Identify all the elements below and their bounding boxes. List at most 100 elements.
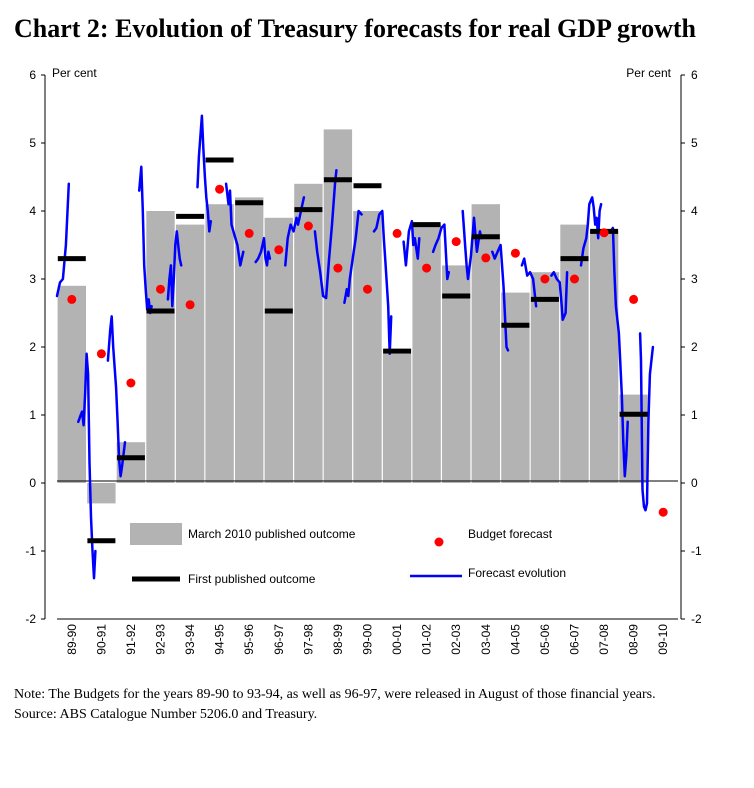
- x-tick-label: 89-90: [65, 624, 79, 655]
- legend-label-forecast-evolution: Forecast evolution: [468, 566, 566, 580]
- forecast-evolution-line: [166, 230, 183, 308]
- budget-forecast-dot: [156, 284, 165, 294]
- legend-label-budget-forecast: Budget forecast: [468, 527, 553, 541]
- y-tick-label-right: 1: [691, 408, 698, 422]
- y-tick-label-left: 3: [29, 272, 36, 286]
- x-tick-label: 94-95: [213, 624, 227, 655]
- budget-forecast-dot: [303, 221, 313, 231]
- forecast-evolution-line: [431, 223, 451, 281]
- forecast-evolution-line: [313, 168, 338, 300]
- budget-forecast-dot: [481, 253, 491, 263]
- outcome-bar: [560, 224, 589, 483]
- outcome-bar: [412, 224, 441, 483]
- y-tick-label-left: 0: [29, 476, 36, 490]
- x-tick-label: 96-97: [272, 624, 286, 655]
- budget-forecast-dot: [570, 274, 579, 284]
- gdp-forecast-chart: Per cent Per cent -2 -2 -1 -1 0 0 1 1 2 2 3 3 4 4 5 5 6 6…: [25, 66, 702, 655]
- x-tick-label: 00-01: [390, 624, 404, 655]
- outcome-bar: [323, 129, 353, 483]
- forecast-evolution-line: [491, 243, 510, 352]
- legend: March 2010 published outcome First publi…: [130, 523, 566, 586]
- x-tick-label: 09-10: [656, 624, 670, 655]
- first-published-layer: [57, 157, 648, 544]
- budget-forecast-dot: [510, 248, 520, 258]
- x-tick-label: 93-94: [183, 624, 197, 655]
- forecast-evolution-line: [402, 219, 421, 267]
- x-tick-label: 05-06: [538, 624, 552, 655]
- budget-forecast-dot: [244, 228, 254, 238]
- x-tick-label: 06-07: [568, 624, 582, 655]
- x-ticks-layer: 89-90 90-91 91-92 92-93 93-94 94-95 95-96 96-97…: [65, 624, 670, 655]
- budget-forecast-dot: [333, 263, 343, 273]
- budget-forecast-dot: [363, 284, 372, 294]
- outcome-bar: [175, 224, 205, 483]
- legend-swatch-budget-forecast: [434, 537, 444, 547]
- budget-forecast-layer: [67, 184, 668, 517]
- x-tick-label: 91-92: [124, 624, 138, 655]
- outcome-bar: [294, 183, 323, 484]
- forecast-evolution-line: [550, 270, 569, 322]
- budget-forecast-dot: [451, 237, 461, 247]
- x-tick-label: 97-98: [301, 624, 315, 655]
- x-tick-label: 98-99: [331, 624, 345, 655]
- x-tick-label: 01-02: [420, 624, 434, 655]
- y-tick-label-right: 0: [691, 476, 698, 490]
- forecast-evolution-line: [106, 315, 127, 478]
- budget-forecast-dot: [540, 274, 550, 284]
- budget-forecast-dot: [96, 349, 106, 359]
- right-axis-unit-label: Per cent: [626, 66, 671, 80]
- y-tick-label-right: -1: [691, 544, 702, 558]
- y-tick-label-right: 6: [691, 68, 698, 82]
- y-tick-label-right: 4: [691, 204, 698, 218]
- bars-layer: [57, 129, 648, 504]
- legend-swatch-outcome: [130, 523, 182, 545]
- budget-forecast-dot: [392, 228, 402, 238]
- outcome-bar: [87, 483, 116, 504]
- x-tick-label: 90-91: [94, 624, 108, 655]
- forecast-evolution-line: [224, 182, 245, 267]
- budget-forecast-dot: [658, 507, 668, 517]
- forecast-evolution-line: [372, 209, 393, 356]
- legend-label-first-published: First published outcome: [188, 572, 316, 586]
- y-tick-label-left: 4: [29, 204, 36, 218]
- y-tick-label-left: -2: [25, 612, 36, 626]
- forecast-evolution-line: [55, 182, 71, 298]
- x-tick-label: 02-03: [449, 624, 463, 655]
- budget-forecast-dot: [67, 294, 77, 304]
- y-tick-label-left: 1: [29, 408, 36, 422]
- forecast-evolution-line: [77, 352, 97, 580]
- x-tick-label: 92-93: [154, 624, 168, 655]
- budget-forecast-dot: [274, 245, 284, 255]
- outcome-bar: [205, 204, 234, 483]
- y-tick-label-left: -1: [25, 544, 36, 558]
- budget-forecast-dot: [215, 184, 225, 194]
- budget-forecast-dot: [629, 294, 639, 304]
- chart-source: Source: ABS Catalogue Number 5206.0 and …: [14, 707, 318, 722]
- left-axis-unit-label: Per cent: [52, 66, 97, 80]
- y-tick-label-left: 5: [29, 136, 36, 150]
- outcome-bar: [530, 272, 560, 483]
- outcome-bar: [235, 197, 264, 483]
- budget-forecast-dot: [599, 228, 609, 238]
- budget-forecast-dot: [126, 378, 136, 388]
- forecast-evolution-layer: [55, 114, 655, 580]
- outcome-bar: [353, 211, 382, 483]
- x-tick-label: 95-96: [242, 624, 256, 655]
- y-ticks-layer: -2 -2 -1 -1 0 0 1 1 2 2 3 3 4 4 5 5 6 6: [25, 68, 702, 626]
- y-tick-label-right: 3: [691, 272, 698, 286]
- forecast-evolution-line: [343, 209, 363, 305]
- chart-note: Note: The Budgets for the years 89-90 to…: [14, 687, 656, 702]
- x-tick-label: 99-00: [361, 624, 375, 655]
- y-tick-label-left: 6: [29, 68, 36, 82]
- y-tick-label-right: 5: [691, 136, 698, 150]
- outcome-bar: [146, 211, 175, 483]
- x-tick-label: 07-08: [597, 624, 611, 655]
- x-tick-label: 08-09: [627, 624, 641, 655]
- forecast-evolution-line: [196, 114, 213, 233]
- y-tick-label-right: 2: [691, 340, 698, 354]
- y-tick-label-left: 2: [29, 340, 36, 354]
- outcome-bar: [264, 217, 293, 484]
- forecast-evolution-line: [609, 226, 629, 478]
- x-tick-label: 04-05: [508, 624, 522, 655]
- forecast-evolution-line: [638, 332, 655, 512]
